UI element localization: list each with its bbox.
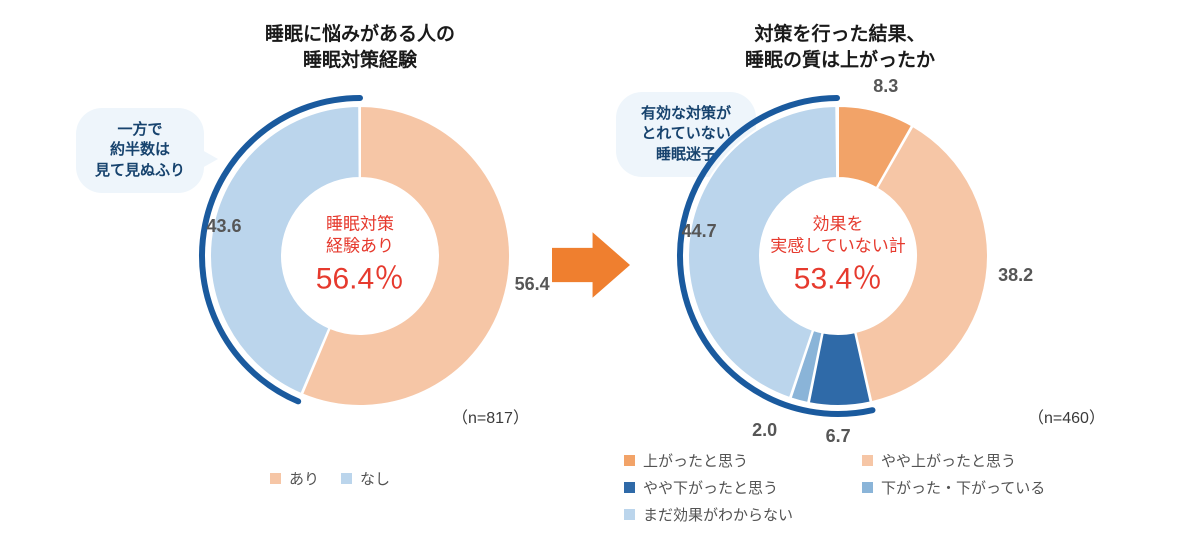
left-donut-chart: 睡眠対策 経験あり 56.4％ 56.4 43.6 <box>190 86 530 426</box>
left-chart-n-label: （n=817） <box>452 404 529 428</box>
legend-item: あり <box>270 468 319 489</box>
legend-swatch <box>624 482 635 493</box>
legend-item: なし <box>341 468 390 489</box>
legend-item: 上がったと思う <box>624 450 834 471</box>
slice-value-label: 56.4 <box>515 274 550 295</box>
legend-label: まだ効果がわからない <box>643 504 793 525</box>
legend-item: やや上がったと思う <box>862 450 1072 471</box>
title-line: 睡眠対策経験 <box>303 50 417 71</box>
title-line: 睡眠の質は上がったか <box>745 50 935 71</box>
legend-label: 上がったと思う <box>643 450 748 471</box>
legend-swatch <box>270 473 281 484</box>
center-value: 53.4％ <box>668 260 1008 299</box>
legend-swatch <box>862 455 873 466</box>
right-chart-title: 対策を行った結果、 睡眠の質は上がったか <box>660 22 1020 73</box>
legend-label: あり <box>289 468 319 489</box>
slice-value-label: 44.7 <box>682 221 717 242</box>
slice-value-label: 2.0 <box>752 420 777 441</box>
legend-swatch <box>862 482 873 493</box>
right-chart-center-label: 効果を 実感していない計 53.4％ <box>668 213 1008 298</box>
title-line: 睡眠に悩みがある人の <box>265 24 455 45</box>
right-donut-chart: 効果を 実感していない計 53.4％ 8.3 38.2 6.7 2.0 44.7 <box>668 86 1008 426</box>
legend-label: なし <box>360 468 390 489</box>
page: 睡眠に悩みがある人の 睡眠対策経験 対策を行った結果、 睡眠の質は上がったか 一… <box>0 0 1200 533</box>
legend-swatch <box>624 509 635 520</box>
left-chart-bubble: 一方で 約半数は 見て見ぬふり <box>76 108 204 193</box>
legend-item: 下がった・下がっている <box>862 477 1072 498</box>
slice-value-label: 6.7 <box>826 426 851 447</box>
legend-swatch <box>624 455 635 466</box>
center-value: 56.4％ <box>190 260 530 299</box>
bubble-line: 約半数は <box>110 141 170 158</box>
legend-swatch <box>341 473 352 484</box>
slice-value-label: 43.6 <box>206 216 241 237</box>
left-chart-legend: あり なし <box>270 468 490 495</box>
center-line: 効果を <box>813 214 864 233</box>
arrow-icon <box>552 232 630 298</box>
left-chart-title: 睡眠に悩みがある人の 睡眠対策経験 <box>180 22 540 73</box>
center-line: 実感していない計 <box>770 237 906 256</box>
title-line: 対策を行った結果、 <box>754 24 925 45</box>
right-chart-n-label: （n=460） <box>1028 404 1105 428</box>
legend-label: やや下がったと思う <box>643 477 778 498</box>
center-line: 経験あり <box>326 237 394 256</box>
right-chart-legend: 上がったと思う やや上がったと思うやや下がったと思う 下がった・下がっているまだ効果… <box>624 450 1144 531</box>
legend-label: 下がった・下がっている <box>881 477 1045 498</box>
legend-item: やや下がったと思う <box>624 477 834 498</box>
legend-item: まだ効果がわからない <box>624 504 834 525</box>
slice-value-label: 8.3 <box>873 76 898 97</box>
center-line: 睡眠対策 <box>326 214 394 233</box>
bubble-line: 見て見ぬふり <box>95 162 185 179</box>
legend-label: やや上がったと思う <box>881 450 1016 471</box>
slice-value-label: 38.2 <box>998 265 1033 286</box>
bubble-line: 一方で <box>117 121 162 138</box>
